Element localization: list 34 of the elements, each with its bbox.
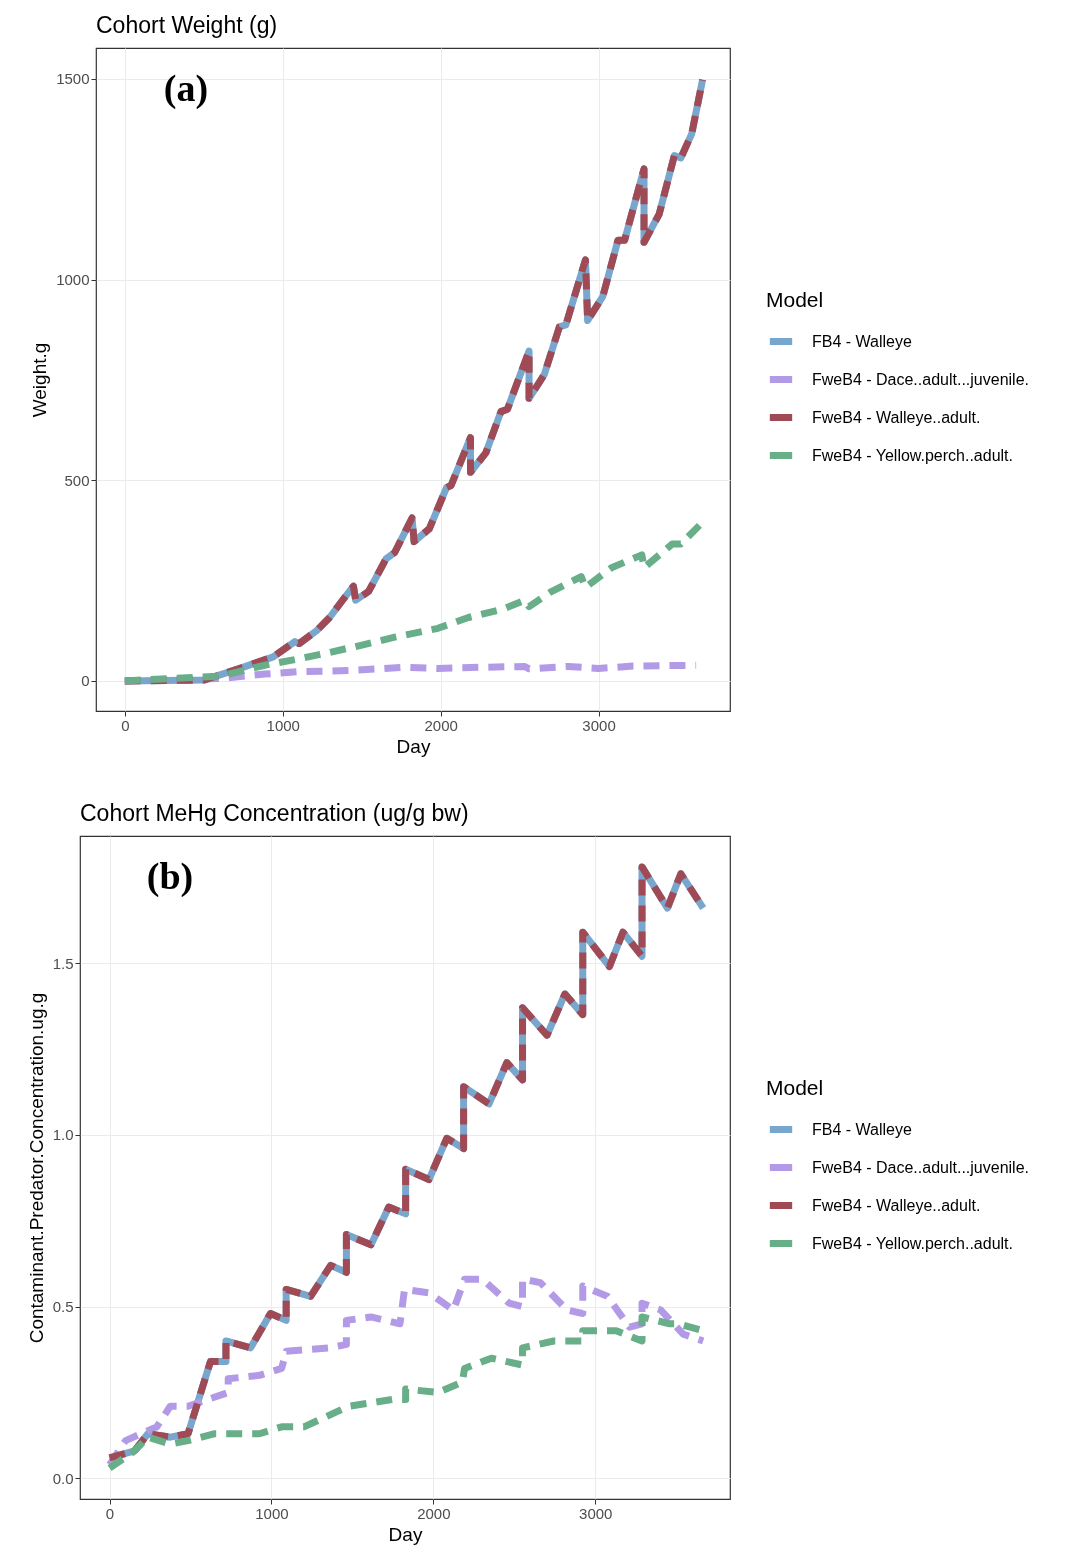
x-tick-label: 3000 [582, 716, 616, 734]
x-tick-label: 0 [105, 1504, 115, 1522]
x-tick-label: 1000 [255, 1504, 289, 1522]
x-tick-label: 0 [121, 716, 130, 734]
y-tick-label: 1000 [56, 271, 90, 289]
chart-title: Cohort MeHg Concentration (ug/g bw) [80, 800, 469, 826]
y-tick-label: 0.0 [52, 1469, 74, 1487]
y-tick-label: 0 [81, 672, 90, 690]
legend-label: FweB4 - Dace..adult...juvenile. [812, 1158, 1029, 1176]
x-tick-label: 3000 [579, 1504, 613, 1522]
legend-label: FweB4 - Walleye..adult. [812, 408, 981, 426]
annotation: (a) [163, 67, 209, 110]
y-axis-title: Weight.g [29, 342, 51, 418]
y-tick-label: 0.5 [52, 1298, 74, 1316]
y-tick-label: 1500 [56, 70, 90, 88]
y-tick-label: 1.0 [52, 1126, 74, 1144]
legend-label: FB4 - Walleye [812, 1120, 912, 1138]
legend-label: FweB4 - Yellow.perch..adult. [812, 1234, 1014, 1252]
legend-title: Model [766, 1075, 824, 1099]
y-tick-label: 500 [64, 471, 90, 489]
x-tick-label: 1000 [266, 716, 300, 734]
x-tick-label: 2000 [424, 716, 458, 734]
x-axis-title: Day [396, 735, 431, 757]
legend-label: FB4 - Walleye [812, 332, 912, 350]
y-tick-label: 1.5 [52, 954, 74, 972]
legend-label: FweB4 - Yellow.perch..adult. [812, 446, 1014, 464]
x-tick-label: 2000 [417, 1504, 451, 1522]
x-axis-title: Day [388, 1523, 423, 1545]
y-axis-title: Contaminant.Predator.Concentration.ug.g [25, 992, 47, 1344]
legend-title: Model [766, 287, 824, 311]
legend-label: FweB4 - Dace..adult...juvenile. [812, 370, 1029, 388]
chart-title: Cohort Weight (g) [96, 12, 278, 38]
annotation: (b) [146, 855, 194, 898]
legend-label: FweB4 - Walleye..adult. [812, 1196, 981, 1214]
